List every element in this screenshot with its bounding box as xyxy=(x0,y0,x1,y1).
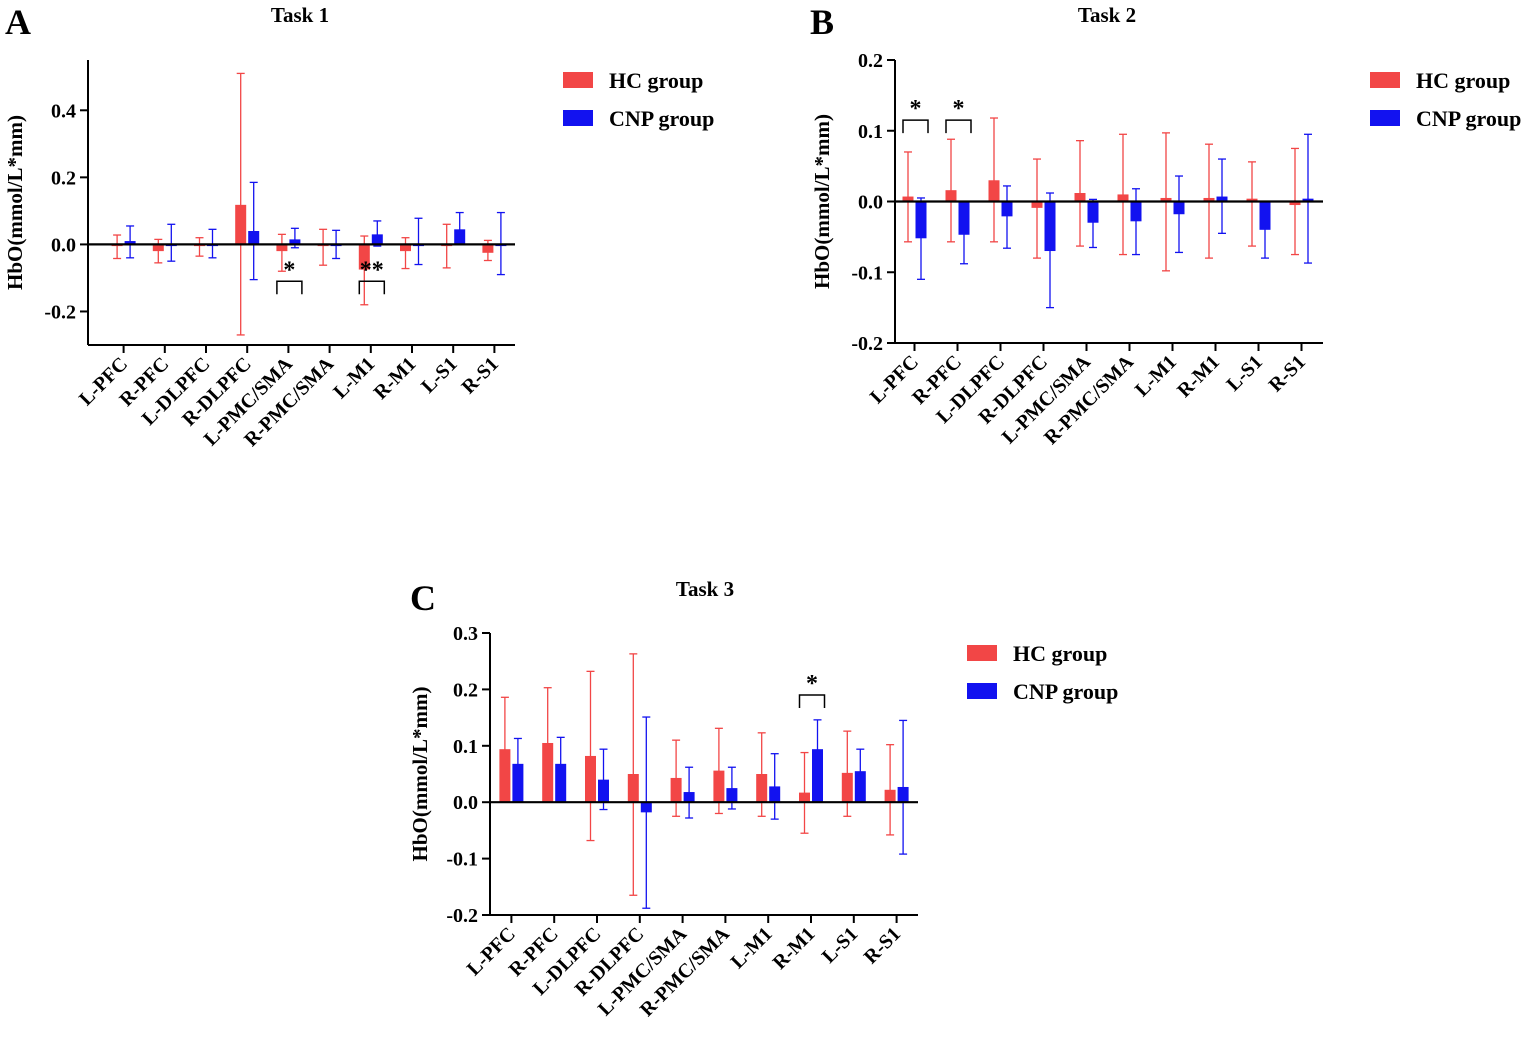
significance-bracket xyxy=(358,280,386,295)
significance-bracket xyxy=(902,119,929,134)
x-tick-label: R-S1 xyxy=(458,353,503,398)
y-tick-label: 0.2 xyxy=(51,167,76,189)
y-tick-label: 0.3 xyxy=(453,623,478,645)
y-tick-label: 0.2 xyxy=(858,50,883,72)
x-tick-label: L-M1 xyxy=(727,923,777,973)
y-tick-label: 0.0 xyxy=(51,234,76,256)
chart-panel-a: A Task 1HbO(mmol/L*mm)-0.20.00.20.4L-PFCR… xyxy=(3,2,714,451)
significance-marker: * xyxy=(806,671,818,697)
y-tick-label: -0.2 xyxy=(851,333,883,355)
chart-title: Task 3 xyxy=(676,577,734,601)
significance-marker: * xyxy=(910,96,922,122)
legend-label-cnp: CNP group xyxy=(1013,679,1118,704)
y-tick-label: -0.2 xyxy=(446,905,478,927)
y-tick-label: 0.0 xyxy=(858,192,883,214)
significance-marker: ** xyxy=(360,257,384,283)
y-tick-label: 0.4 xyxy=(51,100,76,122)
y-tick-label: 0.1 xyxy=(858,121,883,143)
x-tick-label: L-M1 xyxy=(1131,351,1181,401)
chart-title: Task 1 xyxy=(271,3,329,27)
panel-label: C xyxy=(410,578,436,618)
significance-marker: * xyxy=(283,257,295,283)
panel-label: B xyxy=(810,2,834,42)
legend-label-hc: HC group xyxy=(1416,68,1510,93)
x-tick-label: L-S1 xyxy=(417,353,462,398)
panel-label: A xyxy=(5,2,31,42)
x-tick-label: R-M1 xyxy=(769,923,820,974)
x-tick-label: L-M1 xyxy=(329,353,379,403)
y-tick-label: 0.0 xyxy=(453,792,478,814)
legend-label-cnp: CNP group xyxy=(1416,106,1521,131)
legend-swatch-hc xyxy=(967,645,997,661)
significance-bracket xyxy=(945,119,972,134)
y-axis-label: HbO(mmol/L*mm) xyxy=(810,114,834,289)
x-tick-label: L-S1 xyxy=(1222,351,1267,396)
legend-swatch-hc xyxy=(1370,72,1400,88)
legend-label-hc: HC group xyxy=(1013,641,1107,666)
legend-swatch-cnp xyxy=(1370,110,1400,126)
legend-swatch-cnp xyxy=(563,110,593,126)
legend-label-hc: HC group xyxy=(609,68,703,93)
x-tick-label: R-M1 xyxy=(370,353,421,404)
y-tick-label: -0.1 xyxy=(446,849,478,871)
significance-bracket xyxy=(276,280,303,295)
significance-marker: * xyxy=(953,96,965,122)
y-tick-label: -0.1 xyxy=(851,262,883,284)
y-axis-label: HbO(mmol/L*mm) xyxy=(408,687,432,862)
y-tick-label: 0.2 xyxy=(453,679,478,701)
y-axis-label: HbO(mmol/L*mm) xyxy=(3,115,27,290)
x-tick-label: R-S1 xyxy=(860,923,905,968)
x-tick-label: R-M1 xyxy=(1173,351,1224,402)
y-tick-label: -0.2 xyxy=(44,301,76,323)
x-tick-label: L-S1 xyxy=(818,923,863,968)
legend-swatch-hc xyxy=(563,72,593,88)
x-tick-label: R-S1 xyxy=(1265,351,1310,396)
chart-panel-b: B Task 2 HbO(mmol/L*mm) -0.2 -0.1 0.0 0.1 0.2 L-… xyxy=(810,2,1521,449)
y-tick-label: 0.1 xyxy=(453,736,478,758)
chart-title: Task 2 xyxy=(1078,3,1136,27)
legend-label-cnp: CNP group xyxy=(609,106,714,131)
legend-swatch-cnp xyxy=(967,683,997,699)
chart-panel-c: C Task 3 HbO(mmol/L*mm) -0.2 -0.1 0.0 0.1 0.2 0.… xyxy=(408,577,1118,1021)
significance-bracket xyxy=(798,694,826,709)
